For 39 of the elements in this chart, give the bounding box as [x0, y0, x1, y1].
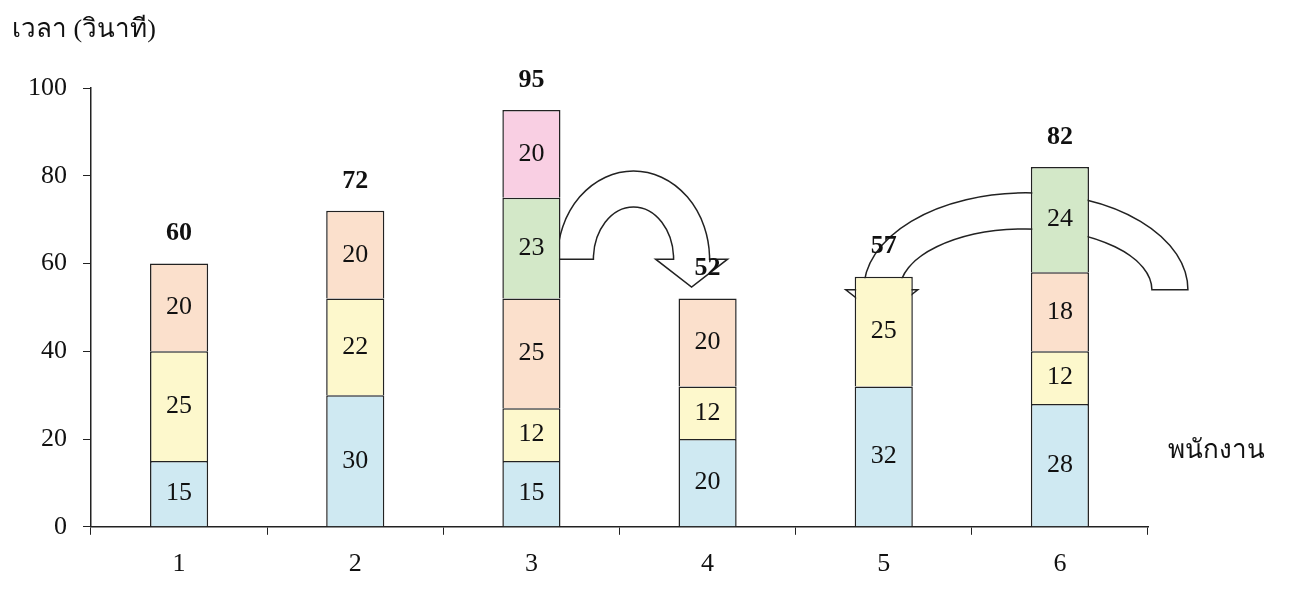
y-tick-label: 80: [41, 159, 67, 189]
x-tick-label: 5: [877, 548, 891, 578]
data-label: 22: [342, 330, 369, 360]
data-label: 32: [870, 440, 897, 470]
data-label: 20: [694, 466, 721, 496]
y-tick-label: 40: [41, 335, 67, 365]
total-label: 82: [1046, 120, 1073, 150]
data-label: 28: [1046, 448, 1073, 478]
total-label: 60: [166, 217, 193, 247]
y-tick-label: 100: [28, 71, 67, 101]
data-label: 30: [342, 444, 369, 474]
data-label: 25: [166, 389, 193, 419]
data-label: 20: [342, 238, 369, 268]
x-tick-label: 1: [172, 548, 186, 578]
y-axis-title: เวลา (วินาที): [12, 13, 156, 43]
x-tick-label: 4: [701, 548, 715, 578]
total-label: 52: [694, 252, 721, 282]
data-label: 15: [166, 477, 193, 507]
total-label: 72: [342, 164, 369, 194]
data-label: 24: [1046, 203, 1073, 233]
y-tick-label: 20: [41, 422, 67, 452]
data-label: 18: [1046, 295, 1073, 325]
data-label: 20: [694, 326, 721, 356]
data-label: 15: [518, 477, 545, 507]
total-label: 95: [518, 63, 545, 93]
y-tick-label: 60: [41, 247, 67, 277]
data-label: 12: [1046, 361, 1073, 391]
data-label: 25: [518, 337, 545, 367]
x-axis-title: พนักงาน: [1168, 434, 1265, 464]
data-label: 23: [518, 231, 545, 261]
data-label: 12: [518, 418, 545, 448]
data-label: 25: [870, 315, 897, 345]
x-tick-label: 3: [524, 548, 538, 578]
y-tick-label: 0: [54, 510, 67, 540]
data-label: 20: [166, 291, 193, 321]
x-tick-label: 6: [1053, 548, 1067, 578]
x-tick-label: 2: [348, 548, 362, 578]
data-label: 12: [694, 396, 721, 426]
data-label: 20: [518, 137, 545, 167]
